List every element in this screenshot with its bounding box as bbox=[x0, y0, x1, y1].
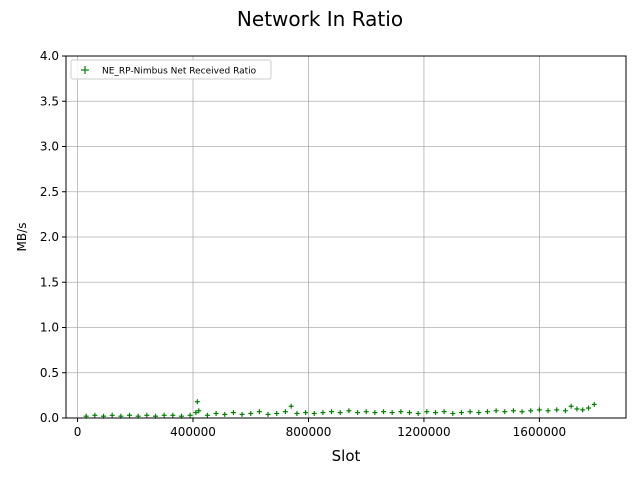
y-tick-label: 2.5 bbox=[40, 185, 59, 199]
y-tick-label: 0.0 bbox=[40, 411, 59, 425]
data-point bbox=[574, 406, 580, 412]
data-point bbox=[381, 409, 387, 415]
y-tick-label: 0.5 bbox=[40, 366, 59, 380]
chart-title: Network In Ratio bbox=[237, 7, 403, 31]
data-point bbox=[363, 409, 369, 415]
grid bbox=[66, 55, 626, 419]
data-point bbox=[320, 410, 326, 416]
y-tick-label: 1.0 bbox=[40, 321, 59, 335]
data-point bbox=[467, 409, 473, 415]
data-point bbox=[398, 409, 404, 415]
data-point bbox=[355, 410, 361, 416]
data-point bbox=[187, 412, 193, 418]
data-point bbox=[519, 409, 525, 415]
data-point bbox=[109, 412, 115, 418]
data-point bbox=[303, 410, 309, 416]
data-point bbox=[196, 408, 202, 414]
y-tick-label: 4.0 bbox=[40, 49, 59, 63]
y-axis: 0.0 0.5 1.0 1.5 2.0 2.5 3.0 3.5 4.0 bbox=[40, 49, 66, 425]
data-point bbox=[580, 407, 586, 413]
data-point bbox=[389, 410, 395, 416]
data-points bbox=[83, 399, 597, 419]
data-point bbox=[144, 412, 150, 418]
data-point bbox=[528, 408, 534, 414]
x-tick-label: 1600000 bbox=[513, 425, 566, 439]
y-axis-label: MB/s bbox=[15, 223, 29, 252]
data-point bbox=[432, 410, 438, 416]
data-point bbox=[256, 409, 262, 415]
data-point bbox=[329, 409, 335, 415]
data-point bbox=[346, 408, 352, 414]
legend: NE_RP-Nimbus Net Received Ratio bbox=[70, 59, 272, 80]
data-point bbox=[493, 408, 499, 414]
x-axis-label: Slot bbox=[332, 447, 361, 465]
data-point bbox=[288, 403, 294, 409]
legend-entry: NE_RP-Nimbus Net Received Ratio bbox=[102, 67, 257, 77]
data-point bbox=[282, 409, 288, 415]
y-tick-label: 3.5 bbox=[40, 94, 59, 108]
data-point bbox=[248, 410, 254, 416]
legend-marker bbox=[81, 66, 89, 74]
y-tick-label: 1.5 bbox=[40, 275, 59, 289]
data-point bbox=[484, 409, 490, 415]
x-tick-label: 1200000 bbox=[397, 425, 450, 439]
data-point bbox=[92, 412, 98, 418]
data-point bbox=[311, 410, 317, 416]
data-point bbox=[337, 410, 343, 416]
data-point bbox=[372, 410, 378, 416]
data-point bbox=[170, 412, 176, 418]
data-point bbox=[239, 411, 245, 417]
data-point bbox=[230, 410, 236, 416]
x-tick-label: 400000 bbox=[170, 425, 216, 439]
data-point bbox=[510, 408, 516, 414]
data-point bbox=[265, 411, 271, 417]
data-point bbox=[441, 409, 447, 415]
data-point bbox=[562, 408, 568, 414]
data-point bbox=[204, 412, 210, 418]
data-point bbox=[545, 408, 551, 414]
data-point bbox=[415, 410, 421, 416]
data-point bbox=[424, 409, 430, 415]
data-point bbox=[222, 411, 228, 417]
data-point bbox=[568, 403, 574, 409]
data-point bbox=[127, 412, 133, 418]
data-point bbox=[536, 407, 542, 413]
data-point bbox=[554, 407, 560, 413]
data-point bbox=[161, 412, 167, 418]
y-tick-label: 2.0 bbox=[40, 230, 59, 244]
data-point bbox=[294, 410, 300, 416]
data-point bbox=[502, 409, 508, 415]
data-point bbox=[591, 401, 597, 407]
data-point bbox=[193, 410, 199, 416]
data-point bbox=[458, 410, 464, 416]
legend-box bbox=[70, 59, 272, 80]
y-tick-label: 3.0 bbox=[40, 140, 59, 154]
data-point bbox=[194, 399, 200, 405]
x-axis: 0 400000 800000 1200000 1600000 bbox=[74, 418, 566, 439]
data-point bbox=[274, 410, 280, 416]
data-point bbox=[407, 410, 413, 416]
data-point bbox=[476, 410, 482, 416]
data-point bbox=[213, 410, 219, 416]
data-point bbox=[585, 405, 591, 411]
x-tick-label: 800000 bbox=[286, 425, 332, 439]
x-tick-label: 0 bbox=[74, 425, 82, 439]
data-point bbox=[450, 410, 456, 416]
